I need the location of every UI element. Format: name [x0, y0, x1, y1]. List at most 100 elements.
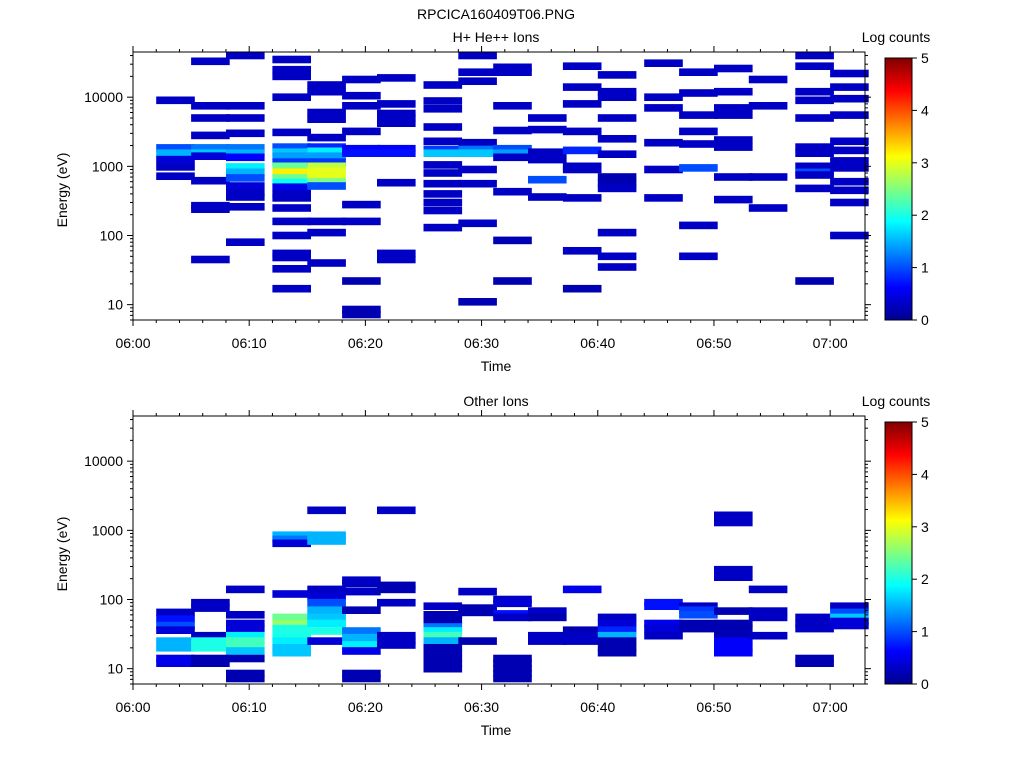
heatmap-cell	[748, 204, 788, 212]
heatmap-cell	[458, 149, 497, 157]
heatmap-cell	[226, 669, 265, 678]
heatmap-cell	[226, 102, 265, 110]
heatmap-cell	[307, 167, 346, 175]
heatmap-cell	[748, 173, 788, 181]
heatmap-cell	[272, 55, 311, 64]
heatmap-cell	[748, 75, 788, 84]
heatmap-cell	[272, 190, 311, 198]
heatmap-cell	[423, 179, 463, 188]
heatmap-cells	[156, 506, 869, 683]
heatmap-cell	[342, 217, 381, 226]
heatmap-cell	[679, 127, 718, 136]
y-axis-label: Energy (eV)	[54, 153, 70, 228]
heatmap-cell	[562, 284, 602, 293]
heatmap-cell	[272, 253, 311, 262]
heatmap-cell	[644, 104, 683, 112]
heatmap-cell	[423, 644, 463, 652]
heatmap-cell	[562, 165, 602, 174]
heatmap-cell	[377, 641, 416, 649]
heatmap-cell	[272, 194, 311, 202]
heatmap-cell	[423, 161, 463, 169]
panel-title: Other Ions	[463, 393, 528, 409]
heatmap-cell	[458, 604, 497, 612]
heatmap-cell	[714, 87, 753, 96]
heatmap-cell	[830, 69, 869, 78]
heatmap-cell	[307, 177, 346, 186]
heatmap-cell	[714, 143, 753, 151]
heatmap-cell	[272, 624, 311, 633]
heatmap-cell	[272, 174, 311, 182]
heatmap-cell	[272, 631, 311, 640]
heatmap-cell	[423, 137, 463, 146]
y-tick-label: 1000	[92, 522, 123, 538]
heatmap-cell	[423, 149, 463, 157]
heatmap-cell	[493, 63, 532, 72]
heatmap-cell	[307, 506, 346, 515]
heatmap-cell	[272, 231, 311, 240]
heatmap-cell	[342, 647, 381, 655]
x-tick-label: 06:10	[232, 699, 267, 715]
heatmap-cell	[830, 621, 869, 630]
colorbar-tick-label: 3	[921, 519, 929, 535]
heatmap-cell	[714, 136, 753, 144]
heatmap-cell	[307, 87, 346, 96]
heatmap-cell	[493, 654, 532, 663]
heatmap-cell	[226, 238, 265, 246]
heatmap-cell	[226, 611, 265, 619]
heatmap-cell	[423, 654, 463, 663]
heatmap-cell	[307, 592, 346, 601]
heatmap-cell	[377, 149, 416, 157]
heatmap-cell	[493, 126, 532, 135]
heatmap-cell	[272, 128, 311, 137]
heatmap-cell	[272, 93, 311, 101]
heatmap-cell	[342, 75, 381, 84]
heatmap-cell	[377, 74, 416, 82]
heatmap-cell	[307, 531, 346, 539]
heatmap-cell	[342, 305, 381, 314]
heatmap-cell	[644, 602, 683, 610]
x-tick-label: 06:00	[115, 699, 150, 715]
heatmap-cell	[562, 626, 602, 634]
heatmap-cell	[795, 114, 834, 122]
heatmap-cell	[830, 231, 869, 240]
heatmap-cell	[377, 637, 416, 645]
colorbar-label: Log counts	[862, 393, 931, 409]
heatmap-cell	[714, 104, 753, 112]
heatmap-cell	[493, 149, 532, 157]
heatmap-cell	[528, 613, 567, 622]
heatmap-cell	[830, 602, 869, 610]
heatmap-cell	[562, 83, 602, 91]
x-tick-label: 06:20	[348, 335, 383, 351]
heatmap-cell	[644, 138, 683, 147]
heatmap-cell	[597, 252, 637, 261]
heatmap-cell	[597, 648, 637, 657]
heatmap-cell	[272, 183, 311, 191]
heatmap-cell	[562, 194, 602, 202]
heatmap-cell	[562, 247, 602, 255]
x-tick-label: 06:30	[464, 335, 499, 351]
heatmap-cell	[307, 613, 346, 622]
heatmap-cell	[597, 173, 637, 181]
heatmap-cell	[342, 91, 381, 100]
heatmap-cell	[191, 57, 230, 66]
heatmap-cell	[191, 654, 230, 663]
panel-title: H+ He++ Ions	[453, 29, 540, 45]
heatmap-cell	[156, 144, 195, 152]
heatmap-cell	[191, 644, 230, 652]
heatmap-cell	[307, 606, 346, 614]
colorbar-tick-label: 4	[921, 466, 929, 482]
heatmap-cell	[226, 114, 265, 122]
heatmap-cell	[714, 518, 753, 527]
heatmap-cell	[714, 565, 753, 574]
colorbar-gradient	[884, 421, 913, 685]
heatmap-cell	[679, 140, 718, 148]
heatmap-cell	[156, 621, 195, 630]
y-tick-label: 10	[107, 297, 123, 313]
heatmap-cell	[597, 184, 637, 193]
heatmap-cell	[423, 637, 463, 645]
heatmap-cell	[307, 627, 346, 635]
x-tick-label: 06:50	[696, 699, 731, 715]
heatmap-cell	[679, 164, 718, 172]
heatmap-cell	[493, 664, 532, 673]
heatmap-cell	[830, 111, 869, 119]
